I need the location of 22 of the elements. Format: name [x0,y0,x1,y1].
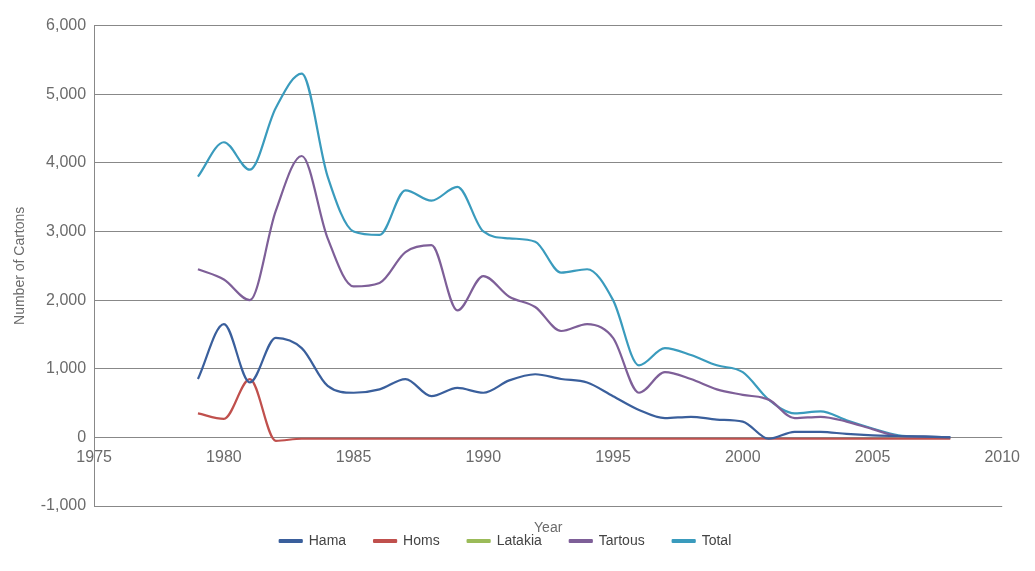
y-tick-label: 3,000 [46,221,87,239]
x-tick-label: 1985 [335,448,372,466]
y-tick-label: 2,000 [46,290,87,308]
line-series [196,377,952,442]
x-tick-label: 1995 [595,448,631,466]
x-tick-label: 2010 [984,448,1021,466]
legend-label: Tartous [598,531,645,548]
y-tick-label: 4,000 [46,153,87,171]
legend-label: Homs [403,531,440,548]
y-tick-label: 1,000 [46,359,87,377]
y-tick-label: 5,000 [46,84,87,102]
line-series [196,323,952,440]
y-tick-label: 6,000 [46,16,87,34]
legend-label: Total [701,531,732,548]
legend-label: Hama [308,531,347,548]
y-axis-title: Number of Cartons [11,206,28,325]
x-tick-label: 1990 [465,448,502,466]
x-tick-label: 1980 [206,448,242,466]
x-tick-label: 2005 [854,448,891,466]
x-tick-label: 2000 [724,448,761,466]
y-tick-label: -1,000 [40,496,87,514]
y-tick-label: 0 [77,427,87,445]
